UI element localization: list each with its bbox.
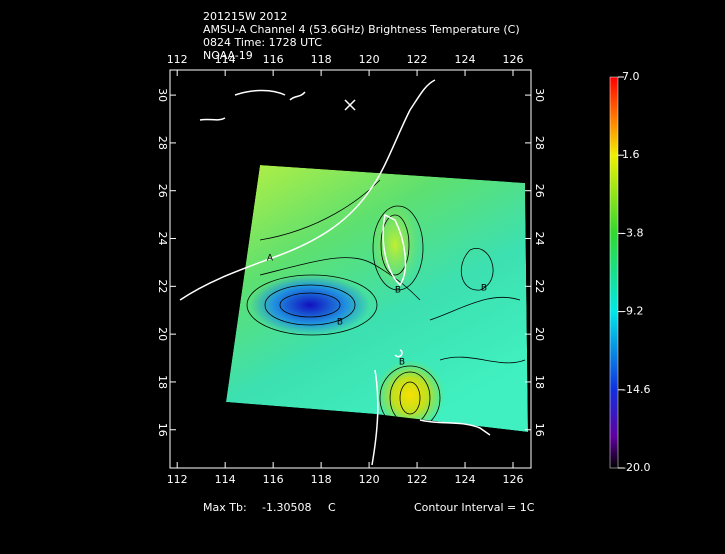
y-tick-label: 16	[156, 423, 169, 437]
x-tick-label: 118	[311, 53, 332, 66]
header-line: 0824 Time: 1728 UTC	[203, 36, 322, 49]
max-label: Max Tb:	[203, 501, 247, 514]
contour-label: A	[267, 254, 274, 264]
colorbar-label: -14.6	[622, 383, 650, 396]
coastline	[179, 79, 491, 466]
contour-interval: Contour Interval = 1C	[414, 501, 535, 514]
y-tick-label: 26	[156, 184, 169, 198]
data-field	[226, 165, 528, 432]
y-tick-label: 18	[533, 375, 546, 389]
y-tick-label: 28	[156, 136, 169, 150]
colorbar-label: -9.2	[622, 305, 643, 318]
y-tick-label: 20	[533, 327, 546, 341]
y-tick-label: 16	[533, 423, 546, 437]
max-value: -1.30508	[262, 501, 311, 514]
y-tick-label: 22	[533, 279, 546, 293]
header-line: 201215W 2012	[203, 10, 287, 23]
y-tick-label: 24	[156, 232, 169, 246]
y-tick-label: 26	[533, 184, 546, 198]
y-tick-label: 20	[156, 327, 169, 341]
y-tick-label: 22	[156, 279, 169, 293]
x-tick-label: 116	[263, 53, 284, 66]
x-tick-label: 122	[407, 473, 428, 486]
y-tick-label: 24	[533, 232, 546, 246]
header-line: NOAA-19	[203, 49, 253, 62]
x-tick-label: 118	[311, 473, 332, 486]
contour-label: B	[395, 286, 401, 296]
colorbar-label: -3.8	[622, 226, 643, 239]
map-frame	[169, 69, 532, 469]
y-tick-label: 18	[156, 375, 169, 389]
header-line: AMSU-A Channel 4 (53.6GHz) Brightness Te…	[203, 23, 520, 36]
x-tick-label: 126	[503, 53, 524, 66]
contour-label: B	[481, 284, 487, 294]
colorbar-label: 7.0	[622, 70, 640, 83]
colorbar	[609, 76, 619, 469]
x-tick-label: 124	[455, 473, 476, 486]
contour-label: B	[399, 358, 405, 368]
y-tick-label: 30	[156, 88, 169, 102]
x-tick-label: 116	[263, 473, 284, 486]
x-tick-label: 120	[359, 473, 380, 486]
x-tick-label: 112	[167, 53, 188, 66]
max-unit: C	[328, 501, 336, 514]
x-tick-label: 120	[359, 53, 380, 66]
contour-label: A	[249, 181, 256, 191]
colorbar-label: 1.6	[622, 148, 640, 161]
colorbar-label: -20.0	[622, 461, 650, 474]
y-tick-label: 28	[533, 136, 546, 150]
x-tick-label: 112	[167, 473, 188, 486]
y-tick-label: 30	[533, 88, 546, 102]
x-tick-label: 124	[455, 53, 476, 66]
contour-label: B	[337, 318, 343, 328]
x-tick-label: 114	[215, 53, 236, 66]
x-tick-label: 122	[407, 53, 428, 66]
x-tick-label: 126	[503, 473, 524, 486]
x-tick-label: 114	[215, 473, 236, 486]
footer: Max Tb: -1.30508 C Contour Interval = 1C	[203, 501, 535, 514]
